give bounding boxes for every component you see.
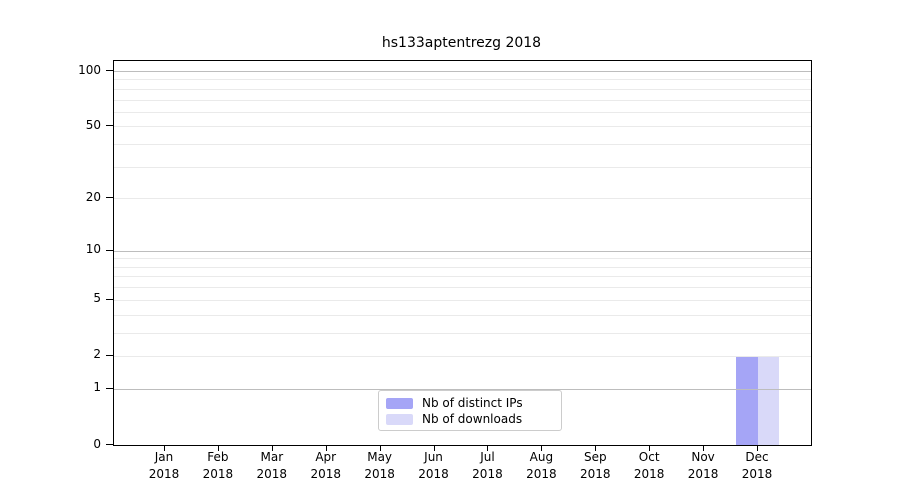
minor-gridline bbox=[114, 79, 811, 81]
x-tick-label: Apr 2018 bbox=[294, 449, 358, 483]
x-tick bbox=[325, 445, 327, 451]
minor-gridline bbox=[114, 299, 811, 301]
x-label-year: 2018 bbox=[741, 467, 773, 481]
minor-gridline bbox=[114, 126, 811, 128]
y-tick-label: 0 bbox=[93, 436, 101, 451]
x-tick bbox=[595, 445, 597, 451]
minor-gridline bbox=[114, 88, 811, 90]
x-tick bbox=[164, 445, 165, 451]
y-tick-label: 2 bbox=[93, 347, 101, 362]
y-tick bbox=[106, 387, 113, 389]
x-tick-label: Oct 2018 bbox=[617, 449, 681, 483]
x-tick-label: Jun 2018 bbox=[402, 449, 466, 483]
minor-gridline bbox=[114, 258, 811, 260]
x-label-year: 2018 bbox=[256, 467, 288, 481]
major-gridline bbox=[114, 388, 811, 390]
legend-entry-downloads: Nb of downloads bbox=[386, 411, 561, 427]
minor-gridline bbox=[114, 276, 811, 278]
y-tick bbox=[106, 125, 113, 127]
x-tick-label: May 2018 bbox=[348, 449, 412, 483]
x-label-year: 2018 bbox=[310, 467, 341, 481]
x-tick bbox=[756, 445, 758, 451]
minor-gridline bbox=[114, 332, 811, 334]
minor-gridline bbox=[114, 198, 811, 200]
legend-entry-distinct-ips: Nb of distinct IPs bbox=[386, 395, 561, 411]
chart-title: hs133aptentrezg 2018 bbox=[381, 35, 542, 51]
x-tick bbox=[217, 445, 219, 451]
x-tick bbox=[649, 445, 651, 451]
x-label-month: Jun bbox=[424, 450, 443, 464]
x-label-month: Jul bbox=[480, 450, 495, 464]
x-tick-label: Aug 2018 bbox=[509, 449, 573, 483]
x-label-month: Feb bbox=[207, 450, 229, 464]
x-label-month: Dec bbox=[745, 450, 769, 464]
y-tick-label: 50 bbox=[85, 117, 101, 132]
x-label-month: Jan bbox=[154, 450, 174, 464]
grid-layer bbox=[114, 61, 811, 445]
x-tick bbox=[487, 445, 489, 451]
legend-swatch-downloads bbox=[386, 413, 413, 425]
minor-gridline bbox=[114, 314, 811, 316]
y-tick-label: 100 bbox=[78, 62, 101, 77]
minor-gridline bbox=[114, 287, 811, 289]
x-tick-label: Feb 2018 bbox=[186, 449, 250, 483]
x-tick bbox=[271, 445, 273, 451]
minor-gridline bbox=[114, 111, 811, 113]
x-tick-label: Jan 2018 bbox=[132, 449, 196, 483]
x-tick-label: Jul 2018 bbox=[455, 449, 519, 483]
bar-nb-of-distinct-ips bbox=[736, 355, 758, 445]
y-tick bbox=[106, 298, 113, 300]
plot-area bbox=[113, 60, 812, 446]
x-label-month: Sep bbox=[583, 450, 607, 464]
x-tick bbox=[379, 445, 381, 451]
x-tick bbox=[433, 445, 435, 451]
minor-gridline bbox=[114, 144, 811, 146]
x-label-year: 2018 bbox=[472, 467, 503, 481]
x-label-month: Apr bbox=[315, 450, 337, 464]
x-label-month: Oct bbox=[638, 450, 660, 464]
x-label-year: 2018 bbox=[364, 467, 395, 481]
x-tick bbox=[541, 445, 543, 451]
x-tick-label: Sep 2018 bbox=[563, 449, 627, 483]
y-tick-label: 5 bbox=[93, 291, 101, 306]
legend-label-distinct-ips: Nb of distinct IPs bbox=[422, 396, 523, 410]
x-label-year: 2018 bbox=[148, 467, 180, 481]
legend: Nb of distinct IPs Nb of downloads bbox=[378, 390, 562, 431]
x-label-year: 2018 bbox=[687, 467, 719, 481]
x-label-year: 2018 bbox=[579, 467, 611, 481]
legend-swatch-distinct-ips bbox=[386, 397, 413, 409]
x-label-year: 2018 bbox=[526, 467, 557, 481]
y-tick bbox=[106, 197, 113, 199]
x-label-month: Aug bbox=[529, 450, 554, 464]
x-label-month: May bbox=[367, 450, 393, 464]
minor-gridline bbox=[114, 355, 811, 357]
x-label-year: 2018 bbox=[418, 467, 449, 481]
y-tick-label: 1 bbox=[93, 380, 101, 395]
bar-nb-of-downloads bbox=[757, 355, 780, 445]
minor-gridline bbox=[114, 99, 811, 101]
x-label-year: 2018 bbox=[202, 467, 234, 481]
x-label-year: 2018 bbox=[633, 467, 665, 481]
bars-layer bbox=[114, 61, 811, 445]
y-tick-label: 10 bbox=[85, 242, 101, 257]
y-tick bbox=[106, 444, 113, 445]
x-label-month: Mar bbox=[260, 450, 284, 464]
x-tick bbox=[703, 445, 705, 451]
x-tick-label: Dec 2018 bbox=[725, 449, 789, 483]
x-label-month: Nov bbox=[691, 450, 715, 464]
minor-gridline bbox=[114, 266, 811, 268]
x-tick-label: Nov 2018 bbox=[671, 449, 735, 483]
x-tick-label: Mar 2018 bbox=[240, 449, 304, 483]
y-tick bbox=[106, 249, 113, 251]
y-tick bbox=[106, 70, 113, 71]
y-tick-label: 20 bbox=[85, 189, 101, 204]
major-gridline bbox=[114, 71, 811, 72]
y-tick bbox=[106, 354, 113, 356]
legend-label-downloads: Nb of downloads bbox=[422, 412, 523, 426]
major-gridline bbox=[114, 250, 811, 252]
minor-gridline bbox=[114, 166, 811, 168]
